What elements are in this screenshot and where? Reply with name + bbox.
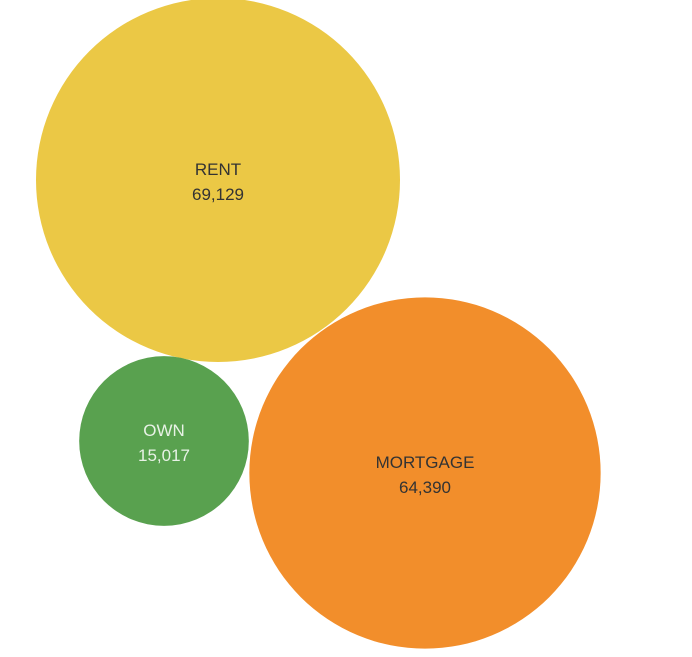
bubble-value-label-mortgage: 64,390 <box>399 478 451 497</box>
bubble-value-label-own: 15,017 <box>138 446 190 465</box>
bubble-category-label-rent: RENT <box>195 160 241 179</box>
bubble-value-label-rent: 69,129 <box>192 185 244 204</box>
bubble-category-label-mortgage: MORTGAGE <box>376 453 475 472</box>
bubble-rent[interactable] <box>36 0 400 362</box>
bubble-category-label-own: OWN <box>143 421 185 440</box>
bubble-own[interactable] <box>79 356 249 526</box>
bubble-mortgage[interactable] <box>249 297 601 649</box>
